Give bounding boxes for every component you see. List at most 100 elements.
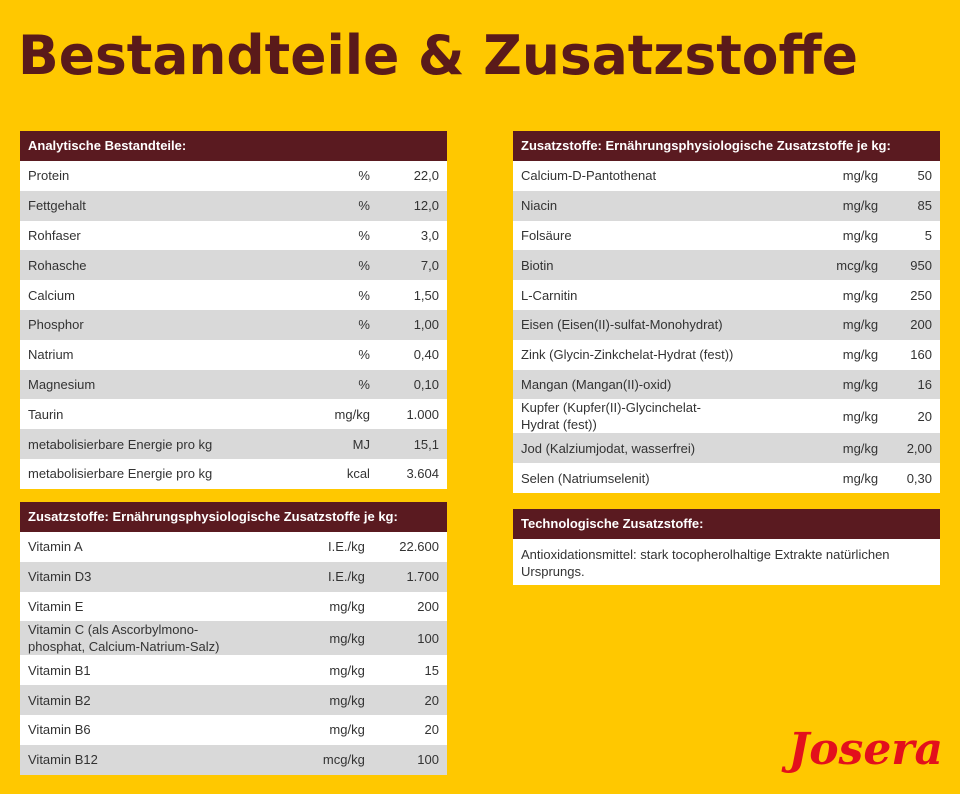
item-name: Selen (Natriumselenit): [521, 470, 650, 486]
unit: mg/kg: [810, 433, 887, 464]
table-row: Calcium-D-Pantothenat mg/kg 50: [513, 161, 940, 191]
item-name: Vitamin B6: [28, 722, 91, 738]
unit: mg/kg: [334, 406, 370, 422]
value: 22,0: [413, 168, 439, 184]
table-row: Protein% 22,0: [20, 161, 447, 191]
item-name: Vitamin E: [28, 598, 84, 614]
item-name: Vitamin C (als Ascorbylmono- phosphat, C…: [20, 621, 296, 656]
table-row: Rohasche% 7,0: [20, 250, 447, 281]
table-row: Rohfaser% 3,0: [20, 221, 447, 251]
value: 1,50: [413, 287, 439, 303]
value: 12,0: [377, 190, 447, 221]
table-row: Vitamin B6 mg/kg 20: [20, 715, 447, 745]
table-row: Kupfer (Kupfer(II)-Glycinchelat- Hydrat …: [513, 399, 940, 433]
unit: mcg/kg: [295, 744, 373, 775]
unit: mg/kg: [842, 470, 879, 486]
table-row: Phosphor% 1,00: [20, 309, 447, 340]
item-name: Folsäure: [521, 227, 572, 243]
table-row: Vitamin B12 mcg/kg 100: [20, 744, 447, 775]
value: 15: [424, 662, 439, 678]
table-row: L-Carnitin mg/kg 250: [513, 280, 940, 310]
data-table: Calcium-D-Pantothenat mg/kg 50 Niacin mg/kg 8…: [513, 161, 940, 493]
logo: Josera: [781, 724, 943, 775]
table-row: Biotin mcg/kg 950: [513, 250, 940, 281]
item-name: Jod (Kalziumjodat, wasserfrei): [513, 433, 811, 464]
item-name: Kupfer (Kupfer(II)-Glycinchelat- Hydrat …: [521, 400, 701, 433]
value: 200: [417, 598, 439, 614]
value: 200: [886, 309, 940, 340]
value: 20: [917, 408, 932, 424]
value: 0,30: [906, 470, 932, 486]
table-row: Folsäure mg/kg 5: [513, 221, 940, 251]
table-header: Zusatzstoffe: Ernährungsphysiologische Z…: [513, 131, 940, 161]
unit: mg/kg: [810, 190, 887, 221]
unit: %: [358, 168, 370, 184]
item-name: Vitamin A: [28, 539, 83, 555]
page-title: Bestandteile & Zusatzstoffe: [18, 24, 858, 87]
value: 100: [372, 744, 447, 775]
item-name: Taurin: [28, 406, 64, 422]
value: 20: [372, 685, 447, 715]
value: 3.604: [406, 466, 439, 482]
table-row: Natrium% 0,40: [20, 340, 447, 370]
unit: mg/kg: [329, 598, 365, 614]
unit: mg/kg: [329, 722, 365, 738]
unit: mg/kg: [842, 227, 879, 243]
unit: mg/kg: [842, 287, 879, 303]
value: 1.700: [372, 561, 447, 592]
item-name: Zink (Glycin-Zinkchelat-Hydrat (fest)): [521, 347, 734, 363]
item-name: Vitamin B2: [20, 685, 296, 715]
unit: mg/kg: [842, 168, 879, 184]
table-row: Vitamin A I.E./kg 22.600: [20, 532, 447, 562]
table-row: Calcium% 1,50: [20, 280, 447, 310]
table-header: Analytische Bestandteile:: [20, 131, 447, 161]
value: 160: [910, 347, 932, 363]
value: 50: [917, 168, 932, 184]
item-name: Protein: [28, 168, 70, 184]
table-row: Zink (Glycin-Zinkchelat-Hydrat (fest)) mg…: [513, 340, 940, 370]
unit: mg/kg: [295, 685, 373, 715]
block-header: Technologische Zusatzstoffe:: [513, 509, 940, 539]
value: 100: [372, 621, 447, 656]
table-row: Magnesium% 0,10: [20, 369, 447, 400]
unit: I.E./kg: [295, 561, 373, 592]
unit: %: [304, 369, 378, 400]
unit: %: [358, 287, 370, 303]
item-name: Rohfaser: [28, 227, 81, 243]
value: 3,0: [420, 227, 439, 243]
table-row: metabolisierbare Energie pro kg kcal 3.604: [20, 459, 447, 489]
table-row: Vitamin B2 mg/kg 20: [20, 685, 447, 715]
unit: mg/kg: [295, 621, 373, 656]
block-text: Antioxidationsmittel: stark tocopherolha…: [521, 547, 890, 579]
value: 7,0: [377, 250, 447, 281]
unit: mg/kg: [842, 347, 879, 363]
table-block: Analytische Bestandteile: Protein% 22,0 Fet…: [20, 131, 447, 489]
item-name: Magnesium: [20, 369, 305, 400]
title-area: Bestandteile & Zusatzstoffe: [18, 24, 858, 87]
item-name: metabolisierbare Energie pro kg: [20, 429, 305, 459]
table-row: Vitamin B1 mg/kg 15: [20, 655, 447, 685]
table-row: Niacin mg/kg 85: [513, 190, 940, 221]
value: 5: [924, 227, 932, 243]
data-table: Vitamin A I.E./kg 22.600 Vitamin D3 I.E./kg 1…: [20, 532, 447, 775]
item-name: Fettgehalt: [20, 190, 305, 221]
table-row: Eisen (Eisen(II)-sulfat-Monohydrat) mg/kg…: [513, 309, 940, 340]
table-row: Vitamin D3 I.E./kg 1.700: [20, 561, 447, 592]
item-name: Vitamin D3: [20, 561, 296, 592]
unit: %: [304, 309, 378, 340]
table-row: Mangan (Mangan(II)-oxid) mg/kg 16: [513, 369, 940, 400]
unit: mcg/kg: [810, 250, 887, 281]
unit: %: [358, 227, 370, 243]
item-name: Vitamin B12: [20, 744, 296, 775]
table-row: Fettgehalt% 12,0: [20, 190, 447, 221]
item-name: Mangan (Mangan(II)-oxid): [513, 369, 811, 400]
item-name: Niacin: [513, 190, 811, 221]
data-table: Protein% 22,0 Fettgehalt% 12,0 Rohfaser% 3,0 R…: [20, 161, 447, 489]
tech-block: Technologische Zusatzstoffe: Antioxidati…: [513, 509, 940, 585]
value: 2,00: [886, 433, 940, 464]
table-row: Jod (Kalziumjodat, wasserfrei) mg/kg 2,00: [513, 433, 940, 464]
item-name: L-Carnitin: [521, 287, 578, 303]
item-name: Vitamin B1: [28, 662, 91, 678]
unit: mg/kg: [810, 369, 887, 400]
